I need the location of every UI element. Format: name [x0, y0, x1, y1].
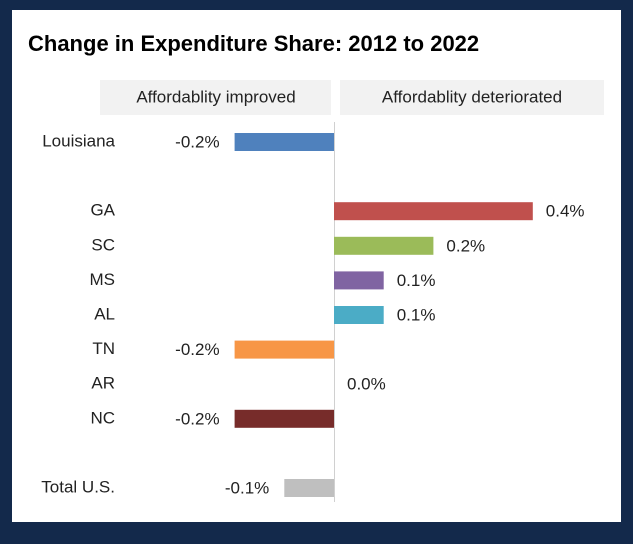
- value-label: 0.0%: [347, 375, 386, 394]
- bar: [234, 340, 334, 359]
- annotation: Affordablity improved: [136, 87, 295, 106]
- category-label: SC: [91, 235, 115, 254]
- annotation-box: [100, 80, 331, 115]
- value-label: -0.2%: [175, 132, 219, 151]
- chart-title: Change in Expenditure Share: 2012 to 202…: [28, 31, 479, 56]
- bar: [234, 409, 334, 428]
- bar: [334, 306, 384, 324]
- category-label: Total U.S.: [41, 477, 115, 496]
- value-label: -0.2%: [175, 409, 219, 428]
- category-label: AR: [91, 374, 115, 393]
- value-label: 0.1%: [397, 271, 436, 290]
- bar: [334, 236, 434, 255]
- bar: [334, 202, 533, 221]
- category-label: GA: [90, 201, 115, 220]
- value-label: -0.1%: [225, 478, 269, 497]
- category-label: Louisiana: [42, 131, 115, 150]
- category-label: AL: [94, 304, 115, 323]
- category-label: MS: [90, 270, 116, 289]
- annotation: Affordablity deteriorated: [382, 87, 562, 106]
- category-label: NC: [90, 408, 115, 427]
- value-label: -0.2%: [175, 340, 219, 359]
- bar: [334, 271, 384, 290]
- bar: [284, 479, 334, 497]
- value-label: 0.2%: [446, 236, 485, 255]
- value-label: 0.4%: [546, 202, 585, 221]
- bar: [234, 133, 334, 151]
- value-label: 0.1%: [397, 305, 436, 324]
- category-label: TN: [92, 339, 115, 358]
- annotation-box: [340, 80, 604, 115]
